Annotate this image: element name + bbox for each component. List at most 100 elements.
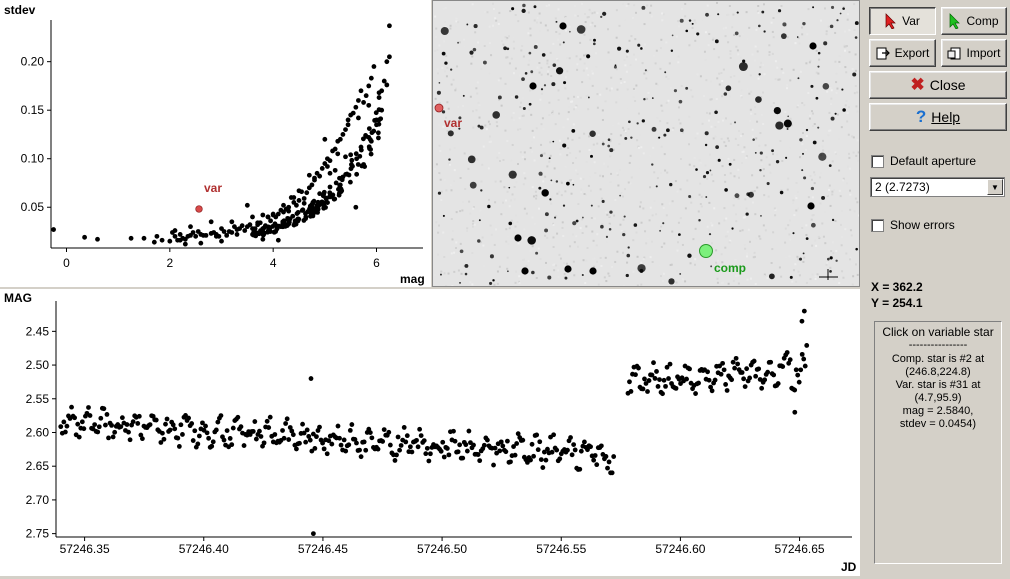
star-point — [262, 230, 267, 235]
star-point — [372, 64, 377, 69]
noise-pixel — [617, 184, 619, 186]
lc-point — [251, 429, 256, 434]
noise-pixel — [801, 157, 803, 159]
star-point — [307, 207, 312, 212]
y-tick-label: 2.60 — [26, 425, 50, 439]
export-button[interactable]: Export — [869, 39, 936, 67]
noise-pixel — [829, 185, 831, 187]
var-star-marker[interactable] — [435, 104, 443, 112]
info-panel: Click on variable star ---------------- … — [874, 321, 1002, 564]
noise-pixel — [565, 17, 567, 19]
noise-pixel — [661, 203, 663, 205]
noise-pixel — [550, 239, 552, 241]
noise-pixel — [515, 271, 517, 273]
noise-pixel — [581, 3, 583, 5]
noise-pixel — [772, 231, 774, 233]
field-star — [703, 175, 706, 178]
lc-point — [206, 436, 211, 441]
lc-point — [69, 405, 74, 410]
noise-pixel — [844, 31, 846, 33]
lc-point — [696, 381, 701, 386]
noise-pixel — [476, 93, 478, 95]
noise-pixel — [641, 222, 643, 224]
noise-pixel — [857, 139, 859, 141]
comp-star-marker[interactable] — [700, 245, 713, 258]
noise-pixel — [840, 224, 842, 226]
lc-point — [687, 367, 692, 372]
field-star — [602, 12, 606, 16]
noise-pixel — [643, 73, 645, 75]
noise-pixel — [763, 224, 765, 226]
field-star — [689, 19, 691, 21]
noise-pixel — [707, 226, 709, 228]
star-point — [354, 172, 359, 177]
import-button[interactable]: Import — [941, 39, 1007, 67]
noise-pixel — [848, 51, 850, 53]
noise-pixel — [531, 151, 533, 153]
aperture-select[interactable]: 2 (2.7273) ▼ — [870, 177, 1005, 197]
noise-pixel — [555, 31, 557, 33]
noise-pixel — [589, 39, 591, 41]
checkbox-box[interactable] — [871, 219, 884, 232]
var-star-point[interactable] — [196, 206, 203, 213]
star-point — [129, 236, 134, 241]
noise-pixel — [451, 252, 453, 254]
bright-star — [529, 82, 536, 89]
star-point — [351, 111, 356, 116]
noise-pixel — [655, 83, 657, 85]
noise-pixel — [844, 66, 846, 68]
comp-button[interactable]: Comp — [941, 7, 1007, 35]
noise-pixel — [826, 30, 828, 32]
noise-pixel — [705, 165, 707, 167]
star-field-image[interactable]: var comp — [433, 1, 860, 287]
noise-pixel — [789, 79, 791, 81]
default-aperture-checkbox[interactable]: Default aperture — [871, 154, 976, 168]
bright-star — [589, 267, 596, 274]
ccd-image-viewer[interactable]: var comp — [432, 0, 860, 287]
field-star — [525, 72, 528, 75]
noise-pixel — [797, 208, 799, 210]
noise-pixel — [585, 225, 587, 227]
var-button[interactable]: Var — [869, 7, 936, 35]
noise-pixel — [624, 64, 626, 66]
noise-pixel — [550, 52, 552, 54]
field-star — [563, 81, 566, 84]
star-point — [333, 168, 338, 173]
lc-point — [513, 453, 518, 458]
chevron-down-icon[interactable]: ▼ — [987, 179, 1003, 195]
noise-pixel — [575, 235, 577, 237]
noise-pixel — [732, 177, 734, 179]
show-errors-checkbox[interactable]: Show errors — [871, 218, 955, 232]
noise-pixel — [828, 94, 830, 96]
field-star — [810, 85, 813, 88]
noise-pixel — [737, 144, 739, 146]
field-star — [509, 171, 517, 179]
noise-pixel — [489, 42, 491, 44]
noise-pixel — [435, 221, 437, 223]
noise-pixel — [852, 284, 854, 286]
noise-pixel — [644, 43, 646, 45]
noise-pixel — [443, 256, 445, 258]
noise-pixel — [762, 64, 764, 66]
noise-pixel — [452, 230, 454, 232]
checkbox-box[interactable] — [871, 155, 884, 168]
noise-pixel — [602, 175, 604, 177]
star-point — [266, 228, 271, 233]
star-point — [377, 107, 382, 112]
noise-pixel — [451, 285, 453, 287]
field-star — [799, 138, 802, 141]
help-button[interactable]: ? Help — [869, 103, 1007, 131]
noise-pixel — [471, 283, 473, 285]
noise-pixel — [792, 199, 794, 201]
noise-pixel — [500, 248, 502, 250]
noise-pixel — [513, 72, 515, 74]
noise-pixel — [506, 268, 508, 270]
close-button[interactable]: ✖ Close — [869, 71, 1007, 99]
noise-pixel — [779, 266, 781, 268]
field-star — [480, 126, 484, 130]
lc-point — [348, 428, 353, 433]
